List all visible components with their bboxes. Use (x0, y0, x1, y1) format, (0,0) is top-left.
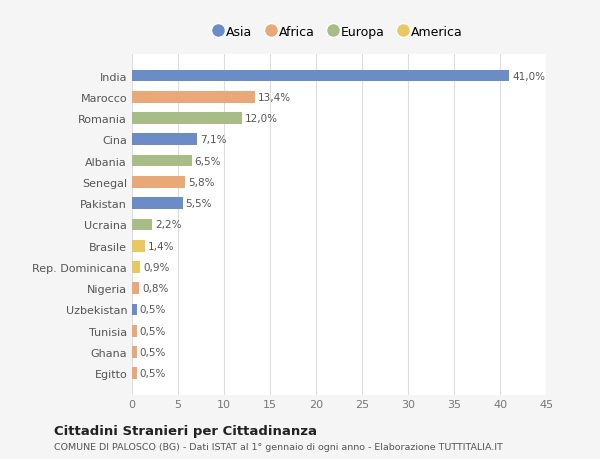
Text: 7,1%: 7,1% (200, 135, 227, 145)
Bar (132, 325, 137, 337)
Text: 41,0%: 41,0% (512, 71, 545, 81)
Text: 0,8%: 0,8% (142, 284, 169, 294)
Bar (132, 156, 192, 167)
Text: 0,5%: 0,5% (139, 305, 166, 315)
Bar (132, 92, 255, 103)
Bar (132, 368, 137, 379)
Text: 12,0%: 12,0% (245, 114, 278, 124)
Text: 5,8%: 5,8% (188, 178, 215, 187)
Bar (132, 177, 185, 188)
Text: 5,5%: 5,5% (185, 199, 212, 209)
Text: Cittadini Stranieri per Cittadinanza: Cittadini Stranieri per Cittadinanza (54, 424, 317, 437)
Bar (132, 219, 152, 231)
Bar (132, 113, 242, 125)
Bar (132, 283, 139, 294)
Text: 1,4%: 1,4% (148, 241, 174, 251)
Text: 13,4%: 13,4% (258, 93, 291, 102)
Text: 0,9%: 0,9% (143, 263, 169, 272)
Text: 0,5%: 0,5% (139, 347, 166, 357)
Legend: Asia, Africa, Europa, America: Asia, Africa, Europa, America (211, 22, 467, 43)
Bar (132, 304, 137, 316)
Text: 0,5%: 0,5% (139, 326, 166, 336)
Bar (132, 198, 182, 209)
Bar (132, 134, 197, 146)
Text: 0,5%: 0,5% (139, 369, 166, 379)
Text: COMUNE DI PALOSCO (BG) - Dati ISTAT al 1° gennaio di ogni anno - Elaborazione TU: COMUNE DI PALOSCO (BG) - Dati ISTAT al 1… (54, 442, 503, 451)
Bar (132, 241, 145, 252)
Bar (132, 71, 509, 82)
Text: 2,2%: 2,2% (155, 220, 182, 230)
Bar (132, 262, 140, 273)
Text: 6,5%: 6,5% (194, 156, 221, 166)
Bar (132, 347, 137, 358)
